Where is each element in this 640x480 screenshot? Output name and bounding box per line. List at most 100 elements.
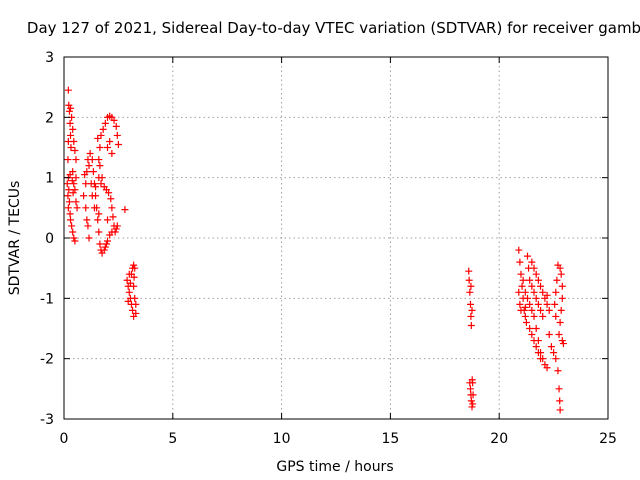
data-point (110, 116, 118, 124)
data-point (526, 300, 534, 308)
data-point (65, 198, 73, 206)
data-point (101, 119, 109, 127)
data-point (92, 183, 100, 191)
data-point (554, 367, 562, 375)
data-point (96, 240, 104, 248)
data-point (534, 276, 542, 284)
y-tick-label: -1 (40, 291, 54, 307)
data-point (104, 237, 112, 245)
data-point (69, 125, 77, 133)
y-tick-label: -3 (40, 412, 54, 428)
data-point (551, 300, 559, 308)
data-point (556, 318, 564, 326)
data-point (516, 300, 524, 308)
data-point (90, 204, 98, 212)
data-point (68, 222, 76, 230)
data-point (467, 321, 475, 329)
data-point (123, 276, 131, 284)
data-point (130, 273, 138, 281)
data-point (64, 204, 72, 212)
data-point (523, 294, 531, 302)
data-point (85, 234, 93, 242)
data-point (552, 312, 560, 320)
data-point (73, 204, 81, 212)
data-point (528, 306, 536, 314)
data-point (67, 216, 75, 224)
data-point (64, 192, 72, 200)
x-tick-label: 25 (599, 431, 617, 447)
data-point (98, 174, 106, 182)
data-point (105, 189, 113, 197)
data-point (108, 204, 116, 212)
data-point (63, 180, 71, 188)
data-point (517, 306, 525, 314)
data-point (466, 288, 474, 296)
data-point (516, 258, 524, 266)
data-point (112, 122, 120, 130)
data-point (559, 340, 567, 348)
y-tick-label: 1 (45, 171, 54, 187)
data-point (69, 189, 77, 197)
data-point (96, 162, 104, 170)
data-point (555, 331, 563, 339)
data-point (530, 288, 538, 296)
chart-title: Day 127 of 2021, Sidereal Day-to-day VTE… (27, 19, 640, 37)
data-point (95, 156, 103, 164)
data-point (71, 237, 79, 245)
data-point (130, 282, 138, 290)
data-point (65, 186, 73, 194)
data-point (67, 144, 75, 151)
x-tick-label: 5 (168, 431, 177, 447)
data-point (528, 282, 536, 290)
data-point (94, 134, 102, 142)
x-tick-label: 10 (273, 431, 291, 447)
data-point (66, 171, 74, 179)
data-point (102, 240, 110, 248)
data-point (125, 270, 133, 278)
data-point (532, 270, 540, 278)
data-point (530, 312, 538, 320)
data-point (67, 104, 75, 112)
data-point (72, 174, 80, 182)
data-point (86, 150, 94, 158)
data-point (532, 325, 540, 332)
data-point (537, 355, 545, 363)
grid-lines (64, 57, 608, 419)
data-point (543, 364, 551, 372)
data-point (466, 385, 474, 393)
data-point (537, 306, 545, 314)
data-point (81, 171, 89, 179)
data-point (70, 234, 78, 242)
x-axis-label: GPS time / hours (276, 459, 393, 475)
data-point (557, 306, 565, 314)
data-point (515, 246, 523, 254)
data-point (83, 216, 91, 224)
data-point (68, 177, 76, 185)
data-point (469, 400, 477, 408)
data-point (552, 288, 560, 296)
data-point (468, 376, 476, 384)
y-tick-label: 3 (45, 50, 54, 66)
data-point (558, 294, 566, 302)
data-point (521, 312, 529, 320)
data-point (109, 213, 117, 221)
data-point (467, 397, 475, 405)
data-point (521, 303, 529, 311)
y-tick-label: 0 (45, 231, 54, 247)
data-point (468, 403, 476, 411)
data-point (554, 261, 562, 269)
data-point (539, 288, 547, 296)
data-point (550, 349, 558, 357)
data-point (131, 264, 139, 272)
data-point (114, 140, 122, 148)
data-point (108, 150, 116, 158)
data-point (528, 331, 536, 339)
x-axis-ticks: 0 5 10 15 20 25 (60, 57, 617, 447)
data-point (69, 228, 77, 236)
data-point (66, 210, 74, 218)
data-point (539, 312, 547, 320)
data-point (465, 276, 473, 284)
data-point (100, 246, 108, 254)
data-point (467, 282, 475, 290)
data-point (101, 243, 109, 251)
